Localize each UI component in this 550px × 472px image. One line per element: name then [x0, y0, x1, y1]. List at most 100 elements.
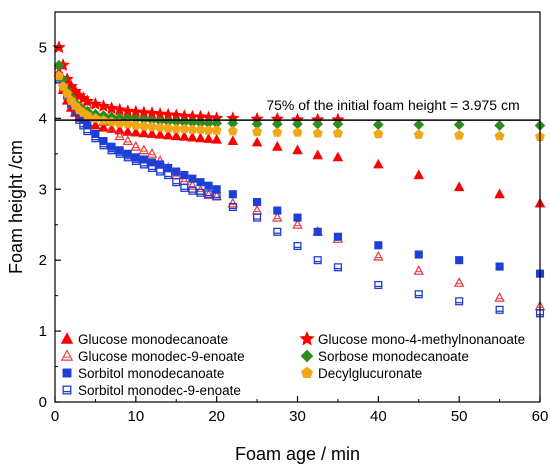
- data-point: [130, 126, 142, 137]
- legend-marker: [62, 368, 72, 378]
- legend-item-decylglucuronate: Decylglucuronate: [301, 366, 422, 381]
- data-point: [271, 211, 283, 222]
- data-point: [162, 129, 174, 140]
- data-point: [115, 149, 124, 158]
- data-point: [146, 128, 158, 138]
- data-point: [494, 130, 505, 141]
- legend-label: Glucose mono-4-methylnonanoate: [318, 332, 525, 347]
- data-point: [211, 125, 222, 135]
- data-point: [88, 97, 103, 110]
- data-point: [453, 119, 465, 131]
- data-point: [83, 127, 92, 136]
- data-point: [130, 140, 142, 151]
- legend-label: Decylglucuronate: [318, 366, 422, 381]
- x-tick-label: 10: [127, 408, 144, 425]
- data-point: [333, 263, 342, 272]
- data-point: [494, 292, 505, 302]
- x-tick-label: 60: [532, 408, 549, 425]
- data-point: [99, 137, 108, 146]
- data-point: [146, 121, 158, 132]
- data-point: [180, 171, 189, 180]
- data-point: [273, 227, 282, 236]
- data-point: [139, 160, 148, 169]
- data-point: [495, 262, 504, 271]
- data-point: [203, 125, 214, 135]
- data-point: [122, 126, 133, 136]
- data-point: [114, 124, 125, 135]
- data-point: [104, 101, 119, 115]
- y-tick-label: 1: [39, 323, 47, 340]
- data-point: [373, 158, 384, 169]
- data-point: [91, 129, 100, 139]
- data-point: [53, 59, 65, 71]
- data-point: [179, 131, 190, 141]
- data-point: [414, 250, 423, 259]
- data-point: [196, 188, 205, 197]
- data-point: [114, 118, 125, 128]
- data-point: [180, 183, 189, 192]
- data-point: [252, 126, 263, 137]
- data-point: [187, 131, 198, 142]
- data-point: [195, 124, 206, 134]
- data-point: [495, 305, 504, 314]
- data-point: [273, 206, 282, 215]
- data-point: [372, 119, 384, 131]
- data-point: [204, 181, 213, 190]
- y-axis-title: Foam height /cm: [6, 140, 26, 274]
- data-point: [80, 94, 95, 108]
- data-point: [139, 155, 148, 164]
- data-point: [453, 277, 465, 287]
- x-tick-label: 20: [208, 408, 225, 425]
- legend-item-glucose-monodecanoate: Glucose monodecanoate: [60, 332, 228, 347]
- data-point: [123, 153, 132, 162]
- series-sorbitol-monodec-9-enoate: [54, 75, 545, 318]
- data-marks: [52, 40, 546, 318]
- data-point: [172, 178, 181, 187]
- data-point: [292, 144, 303, 155]
- y-tick-label: 5: [39, 39, 47, 56]
- legend-marker: [299, 330, 315, 346]
- data-point: [96, 99, 111, 113]
- data-point: [203, 189, 214, 199]
- data-point: [122, 135, 134, 145]
- data-point: [253, 213, 262, 222]
- data-point: [494, 188, 505, 199]
- legend-item-glucose-mono-4-methylnonanoate: Glucose mono-4-methylnonanoate: [299, 330, 525, 347]
- data-point: [373, 250, 384, 261]
- data-point: [106, 123, 117, 133]
- data-point: [332, 151, 344, 162]
- data-point: [413, 119, 425, 131]
- data-point: [90, 119, 101, 130]
- legend-label: Sorbitol monodecanoate: [78, 366, 224, 381]
- data-point: [333, 232, 342, 241]
- data-point: [373, 128, 384, 139]
- legend-item-sorbitol-monodec-9-enoate: Sorbitol monodec-9-enoate: [62, 383, 241, 398]
- y-tick-label: 4: [39, 110, 47, 127]
- data-point: [99, 141, 108, 150]
- data-point: [227, 125, 238, 136]
- data-point: [455, 297, 464, 306]
- data-point: [188, 186, 197, 195]
- data-point: [253, 197, 262, 207]
- data-point: [292, 218, 303, 229]
- data-point: [228, 202, 237, 212]
- data-point: [453, 181, 465, 192]
- legend-label: Glucose monodec-9-enoate: [78, 349, 245, 364]
- data-point: [107, 146, 116, 155]
- legend-marker: [301, 366, 313, 378]
- legend-marker: [300, 349, 314, 363]
- data-point: [91, 134, 100, 143]
- data-point: [58, 81, 69, 91]
- data-point: [156, 160, 165, 169]
- data-point: [114, 130, 125, 141]
- data-point: [179, 123, 190, 134]
- data-point: [212, 185, 221, 194]
- x-tick-label: 30: [289, 408, 306, 425]
- data-point: [212, 192, 221, 201]
- data-point: [292, 127, 303, 137]
- data-point: [227, 197, 239, 208]
- x-tick-label: 40: [370, 408, 387, 425]
- data-point: [203, 133, 214, 143]
- y-tick-label: 0: [39, 394, 47, 411]
- data-point: [413, 265, 424, 275]
